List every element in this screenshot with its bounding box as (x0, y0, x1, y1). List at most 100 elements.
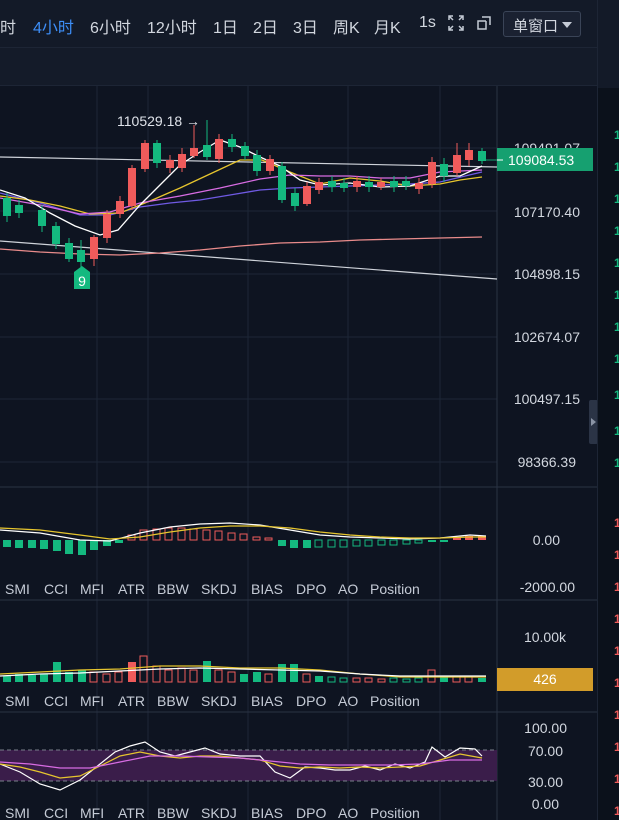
candle (77, 240, 85, 270)
indicator-tab-smi[interactable]: SMI (5, 581, 30, 597)
indicator-tab-ao[interactable]: AO (338, 805, 359, 820)
indicator-tab-dpo[interactable]: DPO (296, 805, 327, 820)
candle (415, 178, 423, 194)
volume-ma-line (0, 667, 486, 677)
candle (390, 176, 398, 192)
indicator-tab-skdj[interactable]: SKDJ (201, 581, 237, 597)
indicator-tab-dpo[interactable]: DPO (296, 581, 327, 597)
tf-3d[interactable]: 3日 (293, 20, 318, 37)
macd-bar (377, 539, 386, 546)
popout-icon[interactable] (475, 14, 493, 32)
macd-histogram (3, 527, 486, 555)
orderbook-row: 1 (614, 456, 619, 470)
timeframe-toolbar: 时 4小时 6小时 12小时 1日 2日 3日 周K 月K 1s 单窗口 (0, 0, 597, 48)
indicator-tab-bias[interactable]: BIAS (251, 581, 283, 597)
macd-bar (440, 540, 448, 542)
indicator-tab-smi[interactable]: SMI (5, 693, 30, 709)
indicator-tab-position[interactable]: Position (370, 581, 420, 597)
indicator-tab-smi[interactable]: SMI (5, 805, 30, 820)
orderbook-row: 1 (614, 612, 619, 626)
orderbook-row: 1 (614, 256, 619, 270)
indicator-tab-cci[interactable]: CCI (44, 581, 69, 597)
indicator-tab-position[interactable]: Position (370, 805, 420, 820)
tf-hour[interactable]: 时 (0, 20, 17, 37)
indicator-tab-atr[interactable]: ATR (118, 581, 145, 597)
tf-1s[interactable]: 1s (419, 14, 436, 31)
volume-bar (15, 674, 23, 682)
orderbook-row: 1 (614, 548, 619, 562)
candle (453, 143, 461, 176)
macd-bar (402, 539, 411, 545)
panel-collapse-handle[interactable] (589, 400, 598, 444)
macd-bar (202, 529, 211, 541)
tf-2d[interactable]: 2日 (253, 20, 278, 37)
indicator-tabs-volume: SMI CCI MFI ATR BBW SKDJ BIAS DPO AO Pos… (0, 690, 500, 712)
tf-6h[interactable]: 6小时 (90, 20, 131, 37)
window-mode-select[interactable]: 单窗口 (503, 11, 581, 37)
indicator-tab-ao[interactable]: AO (338, 581, 359, 597)
indicator-tab-bias[interactable]: BIAS (251, 805, 283, 820)
candle (190, 125, 198, 158)
indicator-tab-skdj[interactable]: SKDJ (201, 805, 237, 820)
chart-canvas[interactable]: 110529.18 → 9 109491.07 107170.40 104898… (0, 0, 597, 820)
macd-bar (314, 539, 323, 548)
window-mode-label: 单窗口 (513, 18, 559, 35)
orderbook-row: 1 (614, 224, 619, 238)
macd-bar (3, 540, 11, 547)
volume-bar (214, 669, 223, 683)
macd-bar (465, 536, 473, 540)
tf-1d[interactable]: 1日 (213, 20, 238, 37)
panel-header (598, 0, 619, 88)
macd-bar (53, 540, 61, 551)
macd-bar (65, 540, 73, 554)
candle (103, 210, 111, 243)
candle (241, 142, 249, 160)
indicator-tab-atr[interactable]: ATR (118, 693, 145, 709)
volume-bar (203, 661, 211, 682)
svg-text:426: 426 (533, 671, 557, 687)
candle (215, 134, 223, 163)
volume-bar (352, 677, 361, 683)
indicator-tab-skdj[interactable]: SKDJ (201, 693, 237, 709)
svg-text:109084.53: 109084.53 (508, 152, 574, 168)
price-axis-label: 107170.40 (514, 204, 580, 220)
tf-12h[interactable]: 12小时 (147, 20, 197, 37)
rsi-axis-label: 70.00 (528, 743, 563, 759)
orderbook-row: 1 (614, 320, 619, 334)
volume-bar (40, 674, 48, 682)
volume-bar (478, 678, 486, 682)
macd-bar (290, 540, 298, 548)
macd-bar (214, 530, 223, 541)
indicator-tab-mfi[interactable]: MFI (80, 581, 105, 597)
macd-bar (414, 539, 423, 544)
indicator-tab-mfi[interactable]: MFI (80, 805, 105, 820)
macd-bar (139, 529, 148, 541)
indicator-tab-position[interactable]: Position (370, 693, 420, 709)
indicator-tab-dpo[interactable]: DPO (296, 693, 327, 709)
candle (340, 178, 348, 192)
indicator-tabs-macd: SMI CCI MFI ATR BBW SKDJ BIAS DPO AO Pos… (0, 578, 500, 600)
indicator-tab-atr[interactable]: ATR (118, 805, 145, 820)
indicator-tab-bbw[interactable]: BBW (157, 693, 189, 709)
volume-bar (440, 676, 448, 682)
indicator-tab-bbw[interactable]: BBW (157, 581, 189, 597)
indicator-tab-bias[interactable]: BIAS (251, 693, 283, 709)
tf-week[interactable]: 周K (333, 20, 360, 37)
indicator-tab-cci[interactable]: CCI (44, 805, 69, 820)
indicator-tab-cci[interactable]: CCI (44, 693, 69, 709)
volume-bar (3, 676, 11, 682)
volume-bar (364, 677, 373, 683)
candle (3, 193, 11, 222)
fullscreen-icon[interactable] (447, 14, 465, 32)
price-axis-label: 98366.39 (518, 454, 577, 470)
indicator-tab-ao[interactable]: AO (338, 693, 359, 709)
volume-bar (278, 664, 286, 682)
tf-4h[interactable]: 4小时 (33, 20, 74, 37)
volume-bar (189, 669, 198, 683)
tf-month[interactable]: 月K (374, 20, 401, 37)
candle (402, 176, 410, 190)
volume-ma-line (0, 665, 486, 678)
indicator-tab-mfi[interactable]: MFI (80, 693, 105, 709)
indicator-tab-bbw[interactable]: BBW (157, 805, 189, 820)
candle (465, 143, 473, 166)
